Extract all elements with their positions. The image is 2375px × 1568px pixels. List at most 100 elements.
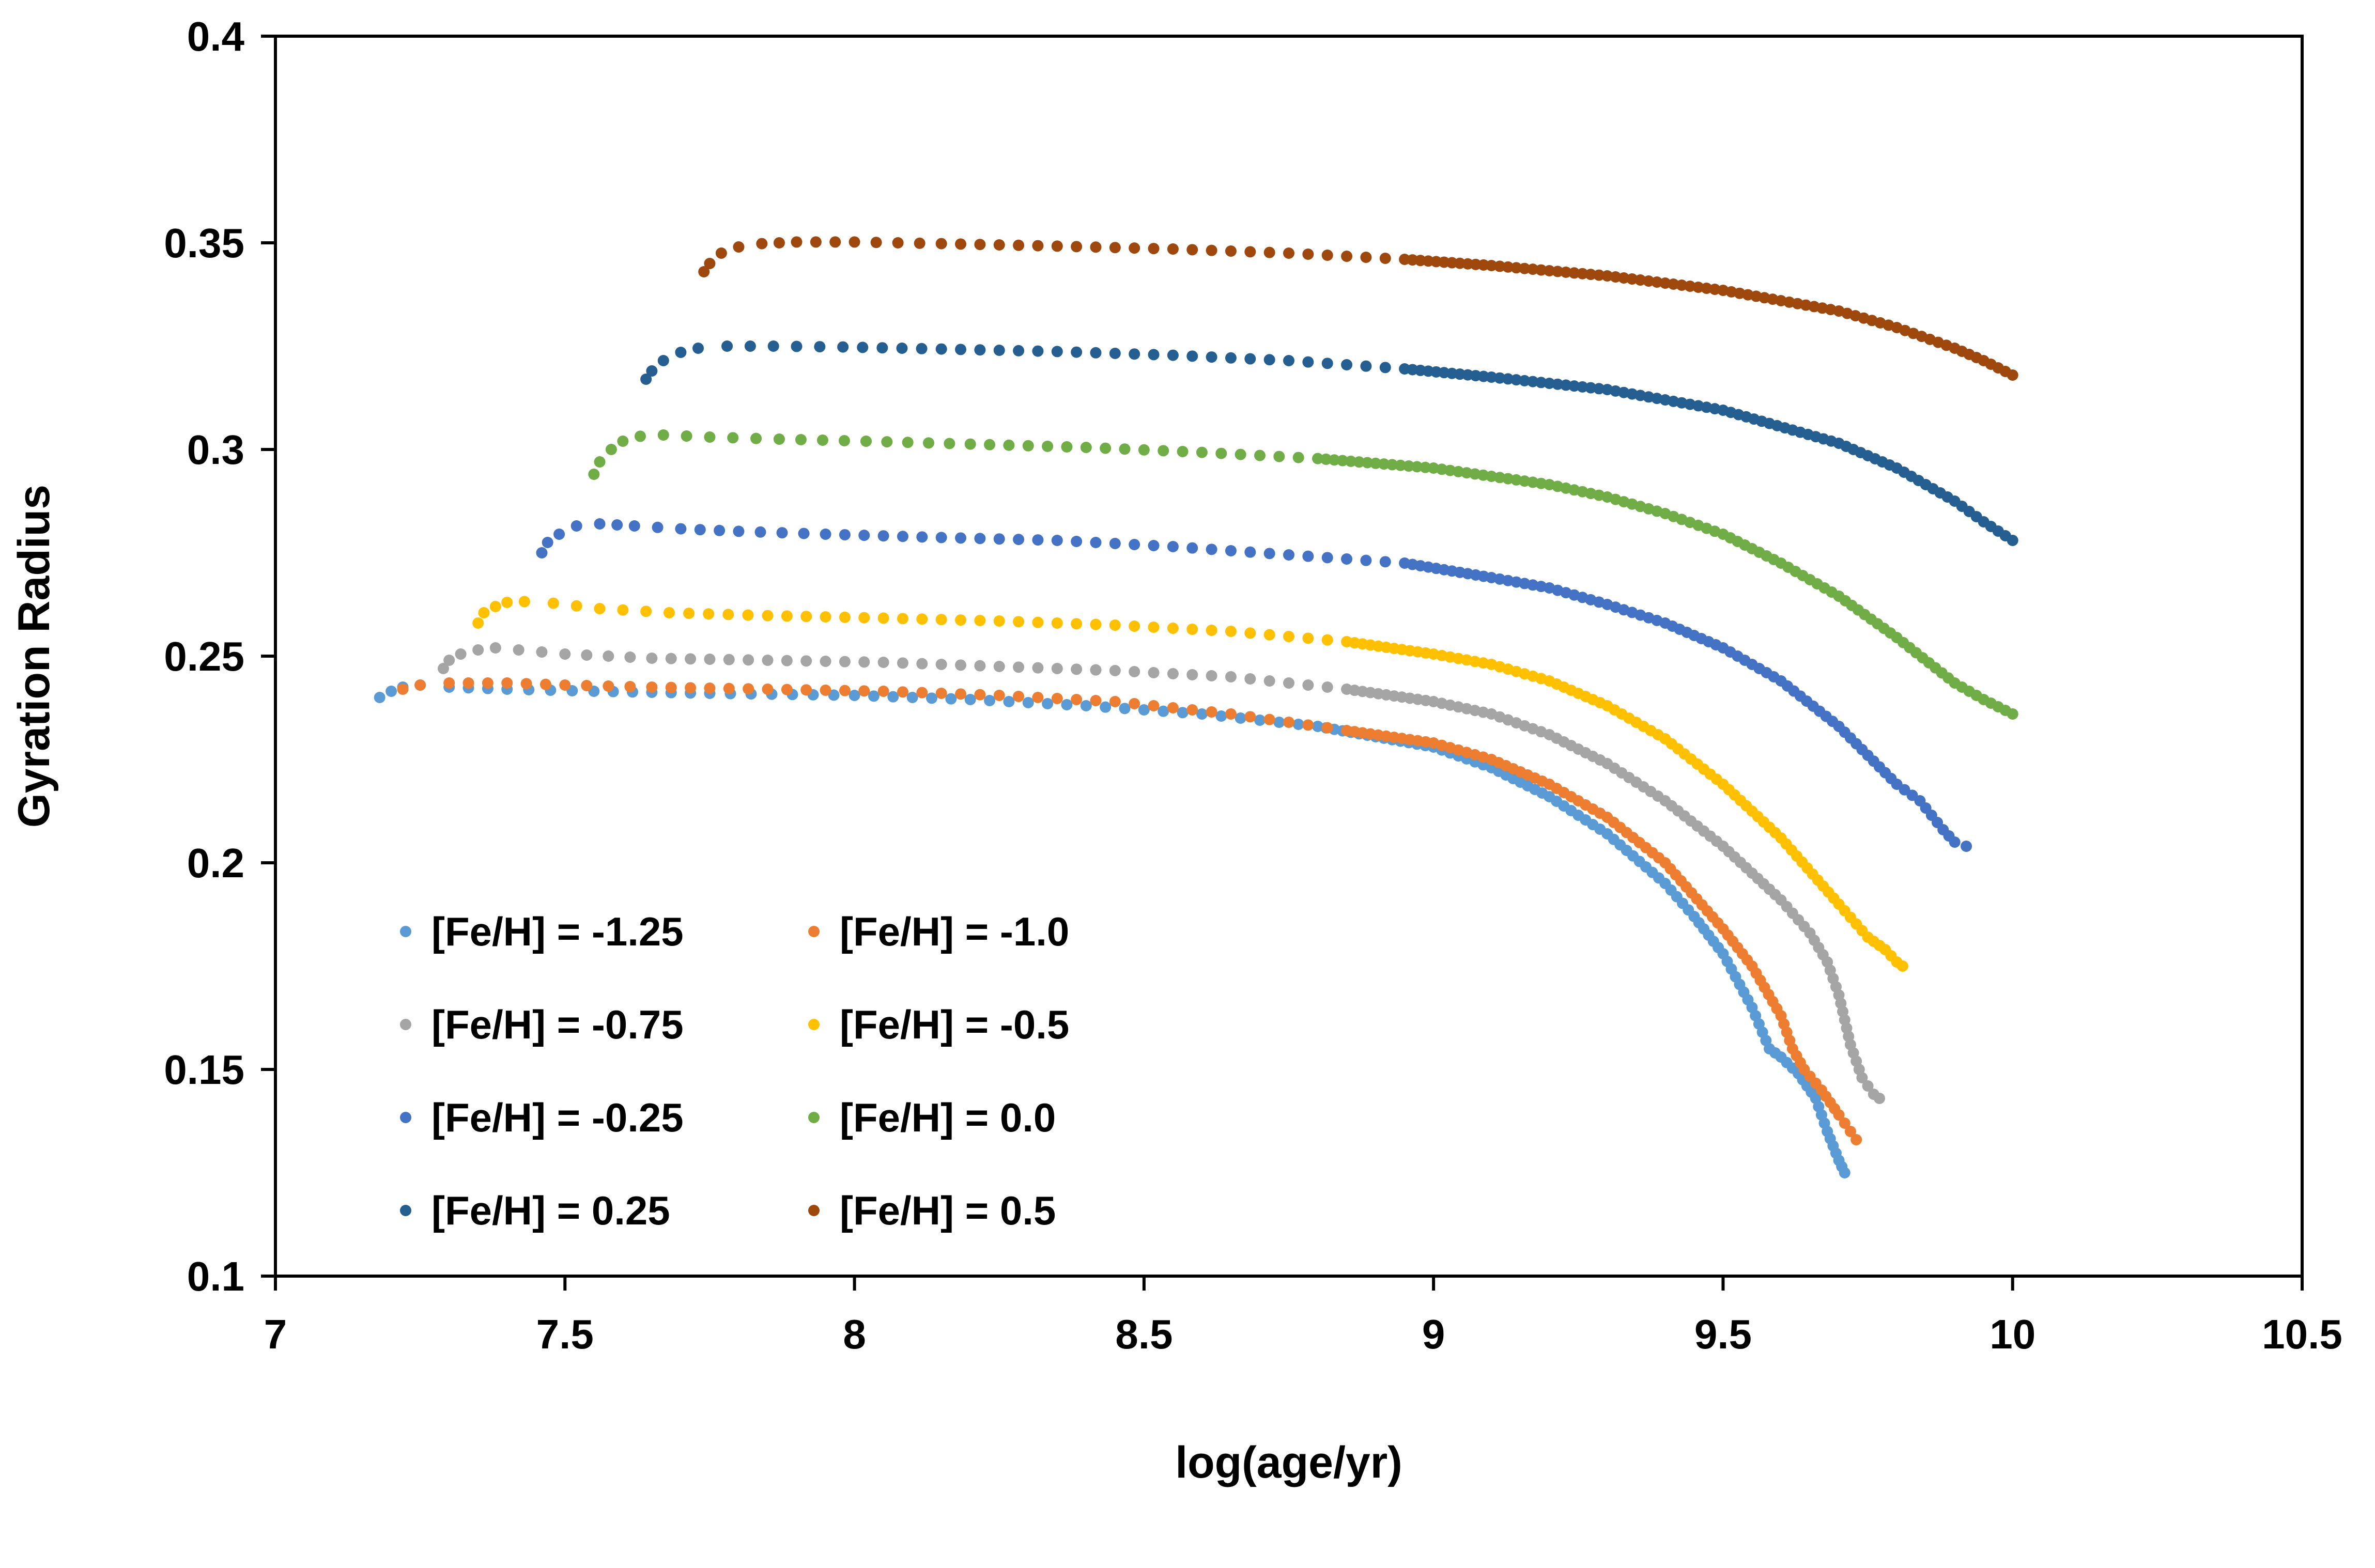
data-point (1321, 634, 1333, 646)
data-point (704, 682, 716, 694)
data-point (581, 649, 593, 661)
data-point (800, 684, 812, 696)
data-point (1577, 381, 1589, 393)
data-point (1215, 447, 1227, 459)
data-point (1129, 620, 1140, 632)
data-point (1100, 701, 1112, 713)
series-feh0.0 (588, 429, 2018, 720)
data-point (1206, 670, 1217, 681)
data-point (704, 654, 716, 665)
data-point (839, 611, 851, 623)
legend: [Fe/H] = -1.25 [Fe/H] = -1.0 [Fe/H] = -0.7… (400, 909, 1069, 1233)
data-point (776, 527, 788, 539)
data-point (1961, 841, 1972, 852)
data-point (1129, 698, 1140, 709)
series-feh-1.0 (397, 677, 1862, 1145)
data-point (1158, 705, 1169, 717)
data-point (1709, 284, 1721, 295)
data-point (1527, 263, 1539, 275)
data-point (501, 677, 513, 689)
data-point (1254, 715, 1266, 726)
data-point (767, 340, 779, 352)
data-point (964, 694, 976, 705)
data-point (1206, 544, 1217, 555)
data-point (1167, 668, 1179, 679)
data-point (553, 529, 565, 540)
data-point (773, 433, 785, 445)
data-point (1032, 534, 1044, 546)
data-point (489, 601, 501, 612)
data-point (857, 341, 869, 353)
data-point (1013, 239, 1025, 251)
data-point (814, 341, 826, 353)
data-point (570, 600, 582, 612)
data-point (896, 343, 908, 354)
data-point (1341, 359, 1353, 370)
data-point (1263, 246, 1275, 258)
data-point (993, 661, 1005, 672)
data-point (1353, 456, 1365, 468)
legend-marker (400, 1205, 411, 1216)
data-point (1186, 542, 1198, 554)
data-point (838, 435, 850, 446)
data-point (750, 432, 762, 444)
data-point (1411, 461, 1423, 473)
data-point (1148, 622, 1160, 633)
data-point (984, 695, 996, 706)
data-point (1206, 625, 1217, 636)
data-point (839, 685, 851, 696)
data-point (478, 607, 490, 618)
data-point (1263, 548, 1275, 560)
data-point (1032, 616, 1044, 628)
data-point (385, 686, 397, 697)
data-point (536, 646, 548, 658)
data-point (1692, 282, 1704, 293)
data-point (897, 657, 908, 669)
data-point (916, 531, 928, 543)
data-point (1379, 556, 1391, 568)
data-point (1379, 362, 1391, 374)
data-point (1177, 707, 1189, 719)
data-point (374, 692, 385, 703)
data-point (1494, 372, 1506, 384)
legend-label: [Fe/H] = 0.0 (840, 1095, 1056, 1140)
data-point (974, 533, 986, 545)
data-point (1138, 444, 1150, 456)
data-point (1013, 534, 1025, 546)
data-point (723, 654, 735, 665)
data-point (1167, 623, 1179, 634)
data-point (955, 344, 967, 355)
data-point (906, 692, 918, 703)
data-point (594, 456, 606, 468)
x-axis-title: log(age/yr) (1175, 1438, 1402, 1487)
data-point (482, 677, 493, 689)
data-point (704, 258, 716, 269)
data-point (1129, 539, 1140, 550)
data-point (715, 247, 727, 259)
data-point (1378, 458, 1390, 470)
data-point (773, 237, 785, 249)
data-point (828, 689, 840, 701)
data-point (1568, 267, 1580, 279)
series-feh-0.5 (472, 596, 1908, 972)
data-point (1206, 351, 1217, 363)
data-point (1610, 271, 1622, 283)
data-point (1129, 666, 1140, 677)
data-point (974, 689, 986, 701)
data-point (1552, 378, 1564, 390)
data-point (1186, 350, 1198, 362)
data-point (692, 343, 704, 354)
data-point (1051, 240, 1063, 252)
data-point (1486, 260, 1498, 271)
data-point (791, 340, 803, 352)
data-point (1618, 272, 1630, 284)
data-point (694, 524, 706, 536)
data-point (1643, 275, 1655, 287)
data-point (1186, 704, 1198, 716)
data-point (964, 438, 976, 450)
data-point (1839, 1167, 1850, 1178)
legend-marker (400, 1019, 411, 1030)
data-point (1090, 347, 1102, 359)
data-point (1090, 618, 1102, 630)
data-point (588, 469, 600, 480)
